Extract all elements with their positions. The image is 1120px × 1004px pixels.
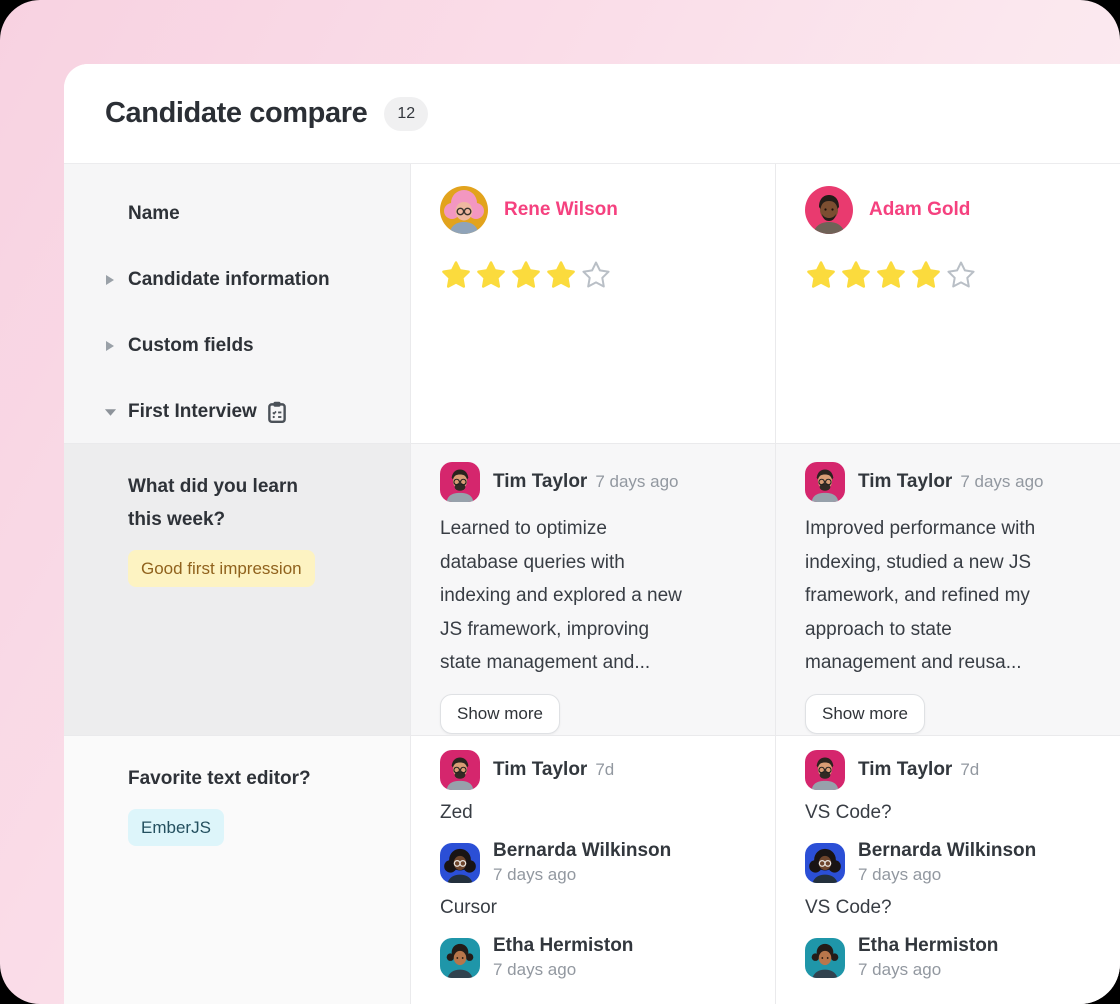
comment-author: Tim Taylor [493, 471, 588, 492]
row-question-2: Favorite text editor? EmberJS [64, 736, 1120, 1004]
row-name: Name Candidate information [64, 164, 1120, 444]
comment-author: Bernarda Wilkinson [493, 840, 672, 861]
comment-time: 7 days ago [858, 865, 942, 884]
sidebar-item-candidate-information[interactable]: Candidate information [64, 268, 410, 292]
question-1-cell: What did you learn this week? Good first… [64, 444, 410, 735]
compare-card: Candidate compare 12 Name Candidat [64, 64, 1120, 1004]
comment-author: Etha Hermiston [858, 935, 999, 956]
compare-grid: Name Candidate information [64, 164, 1120, 1004]
clipboard-icon [266, 400, 288, 424]
short-answer: Cursor [440, 897, 498, 918]
question-tag: Good first impression [128, 550, 315, 587]
comment-time: 7 days ago [960, 472, 1044, 491]
avatar-tim-taylor [805, 750, 845, 790]
avatar-bernarda-wilkinson [805, 842, 845, 883]
sidebar-item-custom-fields[interactable]: Custom fields [64, 334, 410, 358]
question-text: What did you learn this week? [128, 476, 298, 530]
caret-down-icon [104, 407, 128, 418]
comment-time: 7 days ago [595, 472, 679, 491]
answer-q1-adam: Tim Taylor 7 days ago Improved performan… [775, 444, 1120, 735]
question-tag: EmberJS [128, 809, 224, 846]
page-title: Candidate compare [105, 97, 368, 129]
row-question-1: What did you learn this week? Good first… [64, 444, 1120, 736]
answer-text: Improved performance with indexing, stud… [805, 518, 1036, 673]
comment-time: 7 days ago [493, 960, 577, 979]
avatar-tim-taylor [805, 462, 845, 502]
avatar-etha-hermiston [440, 937, 480, 978]
comment-author: Etha Hermiston [493, 935, 634, 956]
answer-text: Learned to optimize database queries wit… [440, 518, 682, 673]
avatar-adam-gold [805, 186, 853, 234]
caret-right-icon [104, 340, 128, 352]
rating-stars [441, 260, 755, 290]
card-header: Candidate compare 12 [64, 64, 1120, 164]
avatar-tim-taylor [440, 462, 480, 502]
candidate-name-link[interactable]: Adam Gold [869, 199, 971, 220]
name-label: Name [128, 203, 180, 224]
comment-author: Bernarda Wilkinson [858, 840, 1037, 861]
comment-time: 7 days ago [858, 960, 942, 979]
answer-q2-adam: Tim Taylor 7d VS Code? [775, 736, 1120, 1004]
avatar-etha-hermiston [805, 937, 845, 978]
sidebar-band-a: Name Candidate information [64, 164, 410, 443]
short-answer: Zed [440, 802, 473, 823]
show-more-button[interactable]: Show more [805, 693, 925, 734]
short-answer: VS Code? [805, 897, 892, 918]
candidate-header-adam: Adam Gold [775, 164, 1120, 443]
candidate-header-rene: Rene Wilson [410, 164, 775, 443]
question-2-cell: Favorite text editor? EmberJS [64, 736, 410, 1004]
answer-q2-rene: Tim Taylor 7d Zed [410, 736, 775, 1004]
question-text: Favorite text editor? [128, 768, 311, 789]
comment-author: Tim Taylor [858, 471, 953, 492]
avatar-tim-taylor [440, 750, 480, 790]
comment-time: 7 days ago [493, 865, 577, 884]
candidate-name-link[interactable]: Rene Wilson [504, 199, 618, 220]
avatar-rene-wilson [440, 186, 488, 234]
rating-stars [806, 260, 1100, 290]
comment-author: Tim Taylor [493, 759, 588, 780]
comment-time: 7d [960, 760, 980, 779]
caret-right-icon [104, 274, 128, 286]
show-more-button[interactable]: Show more [440, 693, 560, 734]
short-answer: VS Code? [805, 802, 892, 823]
answer-q1-rene: Tim Taylor 7 days ago Learned to optimiz… [410, 444, 775, 735]
avatar-bernarda-wilkinson [440, 842, 480, 883]
sidebar-item-first-interview[interactable]: First Interview [64, 400, 410, 424]
comment-time: 7d [595, 760, 615, 779]
candidate-count-badge: 12 [384, 96, 429, 131]
comment-author: Tim Taylor [858, 759, 953, 780]
sidebar-row-name: Name [64, 202, 410, 226]
